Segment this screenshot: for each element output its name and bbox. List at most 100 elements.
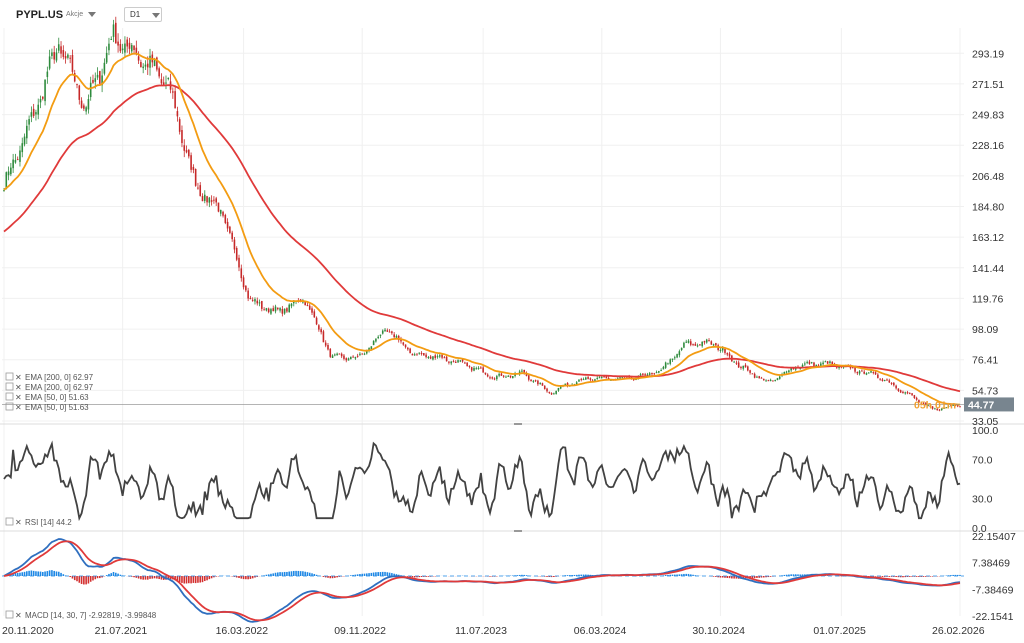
candle-body xyxy=(475,368,478,370)
candle-body xyxy=(527,375,530,380)
macd-histogram-bar xyxy=(158,576,160,580)
candle-body xyxy=(411,353,414,356)
candle-body xyxy=(619,377,621,379)
macd-tick-label: -22.1541 xyxy=(972,611,1014,623)
candle-body xyxy=(393,334,395,338)
candle-body xyxy=(76,84,78,86)
candle-body xyxy=(658,371,660,373)
candle-body xyxy=(893,382,895,386)
timeframe-selector[interactable]: D1 xyxy=(124,7,162,22)
symbol-name[interactable]: PYPL.US xyxy=(16,9,64,21)
macd-histogram-bar xyxy=(194,576,197,584)
resize-handle[interactable] xyxy=(514,530,522,532)
rsi-panel xyxy=(3,440,961,522)
candle-body xyxy=(416,353,418,355)
candle-body xyxy=(334,354,336,356)
close-icon[interactable]: ✕ xyxy=(15,383,22,392)
macd-histogram-bar xyxy=(687,573,690,576)
macd-histogram-bar xyxy=(192,576,195,583)
settings-icon[interactable] xyxy=(5,392,14,401)
candle-body xyxy=(427,357,430,359)
candle-body xyxy=(105,52,108,63)
close-icon[interactable]: ✕ xyxy=(15,393,22,402)
candle-body xyxy=(838,366,840,369)
candle-body xyxy=(683,342,685,348)
candle-body xyxy=(808,361,811,364)
macd-histogram-bar xyxy=(416,576,418,578)
macd-histogram-bar xyxy=(210,576,213,579)
settings-icon[interactable] xyxy=(5,610,14,619)
date-tick-label: 21.07.2021 xyxy=(95,625,148,637)
macd-histogram-bar xyxy=(62,574,65,576)
candle-body xyxy=(16,159,19,161)
candle-body xyxy=(153,60,156,66)
candle-body xyxy=(749,370,751,373)
candle-body xyxy=(30,112,33,117)
price-tick-label: 249.83 xyxy=(972,110,1004,122)
candle-body xyxy=(537,380,539,385)
candle-body xyxy=(872,372,875,374)
candle-body xyxy=(436,356,439,358)
chevron-down-icon xyxy=(152,13,160,18)
candle-body xyxy=(810,362,813,364)
candle-body xyxy=(468,365,471,367)
candle-body xyxy=(71,54,74,72)
macd-histogram-bar xyxy=(489,576,491,577)
macd-histogram-bar xyxy=(304,571,306,576)
close-icon[interactable]: ✕ xyxy=(15,373,22,382)
candle-body xyxy=(603,376,605,378)
candle-body xyxy=(345,358,348,361)
macd-histogram-bar xyxy=(181,576,183,583)
macd-histogram-bar xyxy=(119,574,122,576)
candle-body xyxy=(448,361,450,363)
candle-body xyxy=(950,405,952,407)
candle-series xyxy=(3,16,961,412)
macd-histogram-bar xyxy=(888,576,891,577)
macd-histogram-bar xyxy=(728,576,731,579)
candle-body xyxy=(753,373,756,378)
candle-body xyxy=(534,380,537,382)
candle-body xyxy=(865,373,868,375)
settings-icon[interactable] xyxy=(5,372,14,381)
candle-body xyxy=(352,356,354,358)
macd-histogram-bar xyxy=(516,575,519,576)
candle-body xyxy=(224,214,227,223)
macd-histogram-bar xyxy=(153,576,156,579)
macd-histogram-bar xyxy=(918,576,920,577)
settings-icon[interactable] xyxy=(5,382,14,391)
macd-histogram-bar xyxy=(311,573,313,576)
settings-icon[interactable] xyxy=(5,517,14,526)
candle-body xyxy=(41,96,44,99)
resize-handle[interactable] xyxy=(514,423,522,425)
candle-body xyxy=(276,307,279,310)
candle-body xyxy=(867,372,870,374)
ema-200-line xyxy=(3,84,961,393)
candle-body xyxy=(343,355,345,359)
candle-body xyxy=(46,71,49,78)
close-icon[interactable]: ✕ xyxy=(15,518,22,527)
candle-body xyxy=(740,367,742,369)
close-icon[interactable]: ✕ xyxy=(15,611,22,620)
macd-histogram-bar xyxy=(794,574,797,576)
date-tick-label: 20.11.2020 xyxy=(2,625,54,637)
macd-histogram-bar xyxy=(573,574,576,576)
macd-histogram-bar xyxy=(350,575,352,576)
macd-histogram-bar xyxy=(89,576,92,582)
candle-body xyxy=(140,62,142,68)
candle-body xyxy=(721,347,724,351)
close-icon[interactable]: ✕ xyxy=(15,403,22,412)
settings-icon[interactable] xyxy=(5,402,14,411)
macd-histogram-bar xyxy=(114,572,117,576)
macd-histogram-bar xyxy=(208,576,211,580)
macd-histogram-bar xyxy=(692,574,694,576)
candle-body xyxy=(804,363,806,365)
rsi-tick-label: 70.0 xyxy=(972,454,993,466)
candle-body xyxy=(215,198,217,203)
symbol-dropdown-caret-icon[interactable] xyxy=(88,12,96,17)
macd-histogram-bar xyxy=(883,576,886,577)
macd-histogram-bar xyxy=(295,570,297,576)
candle-body xyxy=(541,383,544,386)
candle-body xyxy=(881,379,884,381)
macd-histogram-bar xyxy=(375,572,377,576)
